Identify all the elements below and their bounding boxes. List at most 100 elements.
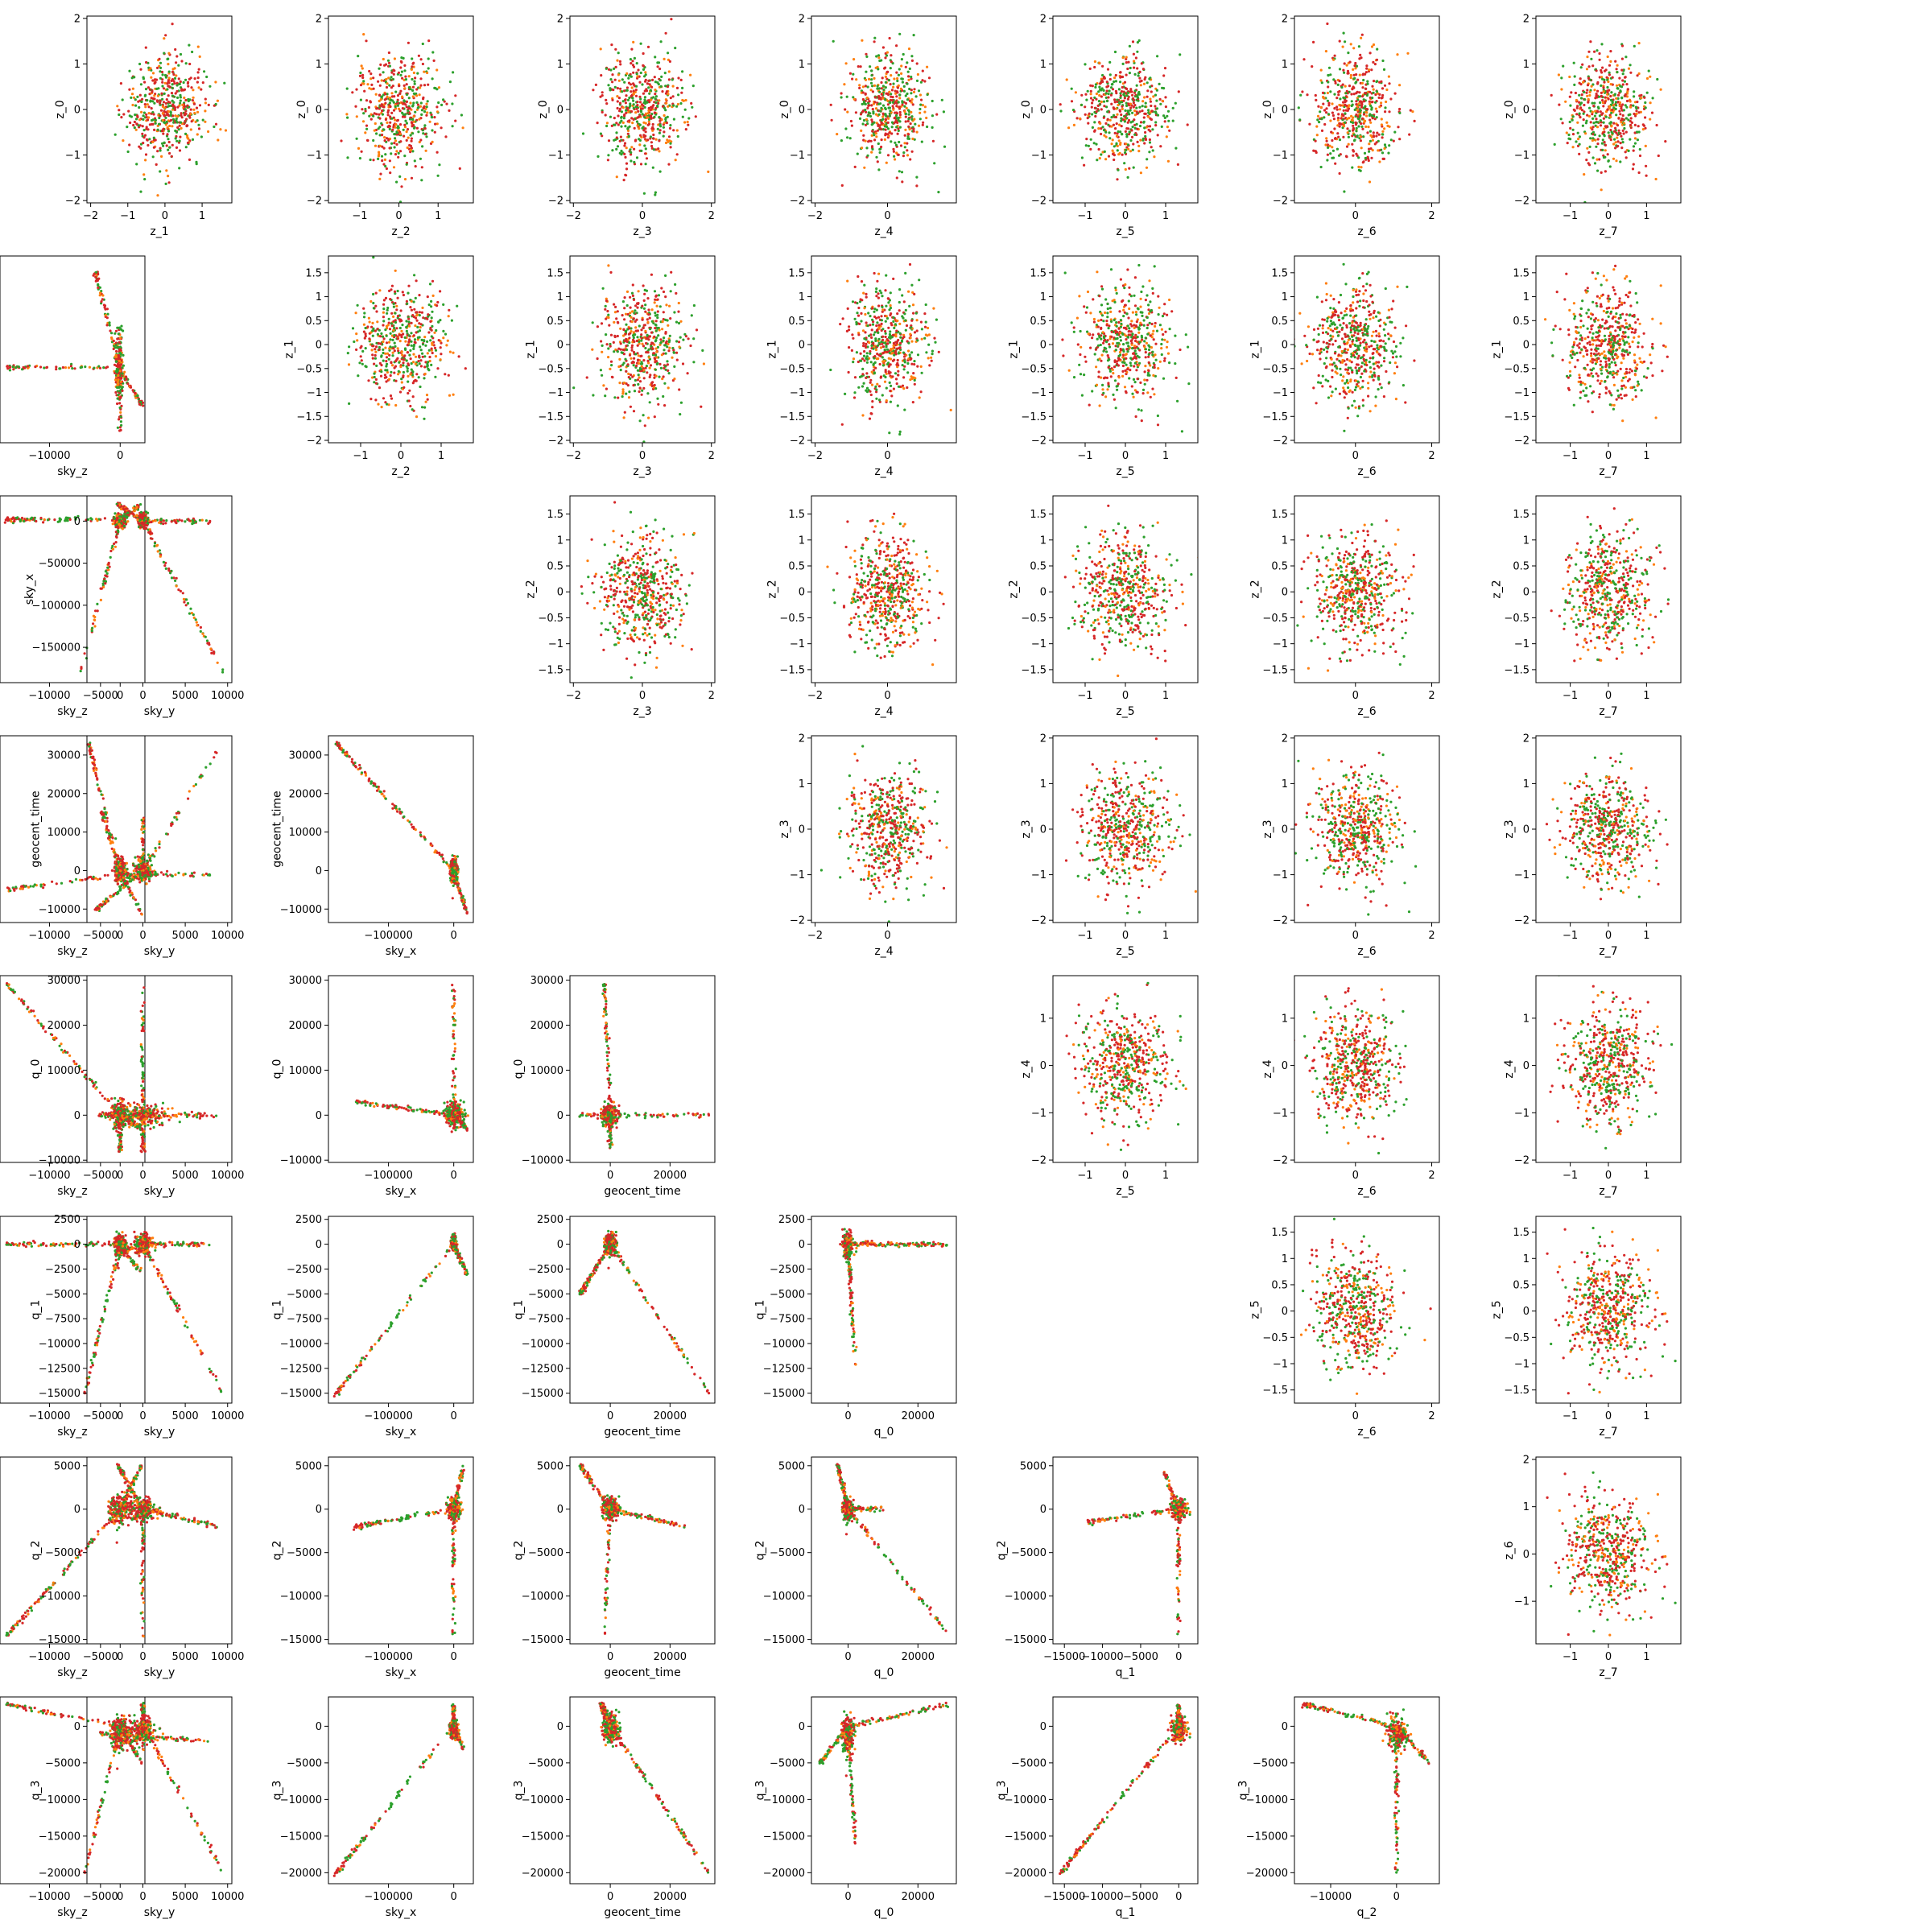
scatter-point	[671, 95, 675, 98]
scatter-point	[390, 324, 394, 328]
scatter-point	[346, 116, 349, 119]
scatter-point	[1606, 93, 1609, 96]
scatter-point	[1355, 103, 1358, 106]
scatter-point	[906, 61, 909, 64]
scatter-point	[1337, 113, 1340, 116]
scatter-point	[1620, 107, 1623, 110]
scatter-point	[390, 71, 394, 74]
scatter-point	[114, 344, 118, 347]
scatter-point	[877, 87, 881, 90]
axes-frame	[0, 255, 146, 444]
scatter-point	[174, 129, 177, 133]
scatter-point	[914, 122, 917, 126]
scatter-point	[1369, 121, 1373, 124]
scatter-point	[657, 147, 660, 151]
scatter-point	[414, 165, 417, 168]
scatter-point	[1123, 120, 1126, 123]
scatter-point	[1369, 147, 1373, 151]
scatter-point	[1571, 146, 1575, 149]
scatter-point	[146, 103, 149, 106]
scatter-point	[162, 101, 166, 104]
scatter-point	[637, 109, 640, 113]
scatter-point	[1619, 113, 1622, 116]
scatter-point	[605, 333, 608, 336]
scatter-point	[1644, 101, 1647, 105]
scatter-point	[1609, 138, 1612, 142]
scatter-point	[652, 137, 655, 140]
scatter-point	[659, 366, 663, 369]
scatter-point	[1350, 93, 1353, 96]
scatter-point	[1605, 76, 1608, 79]
scatter-point	[1356, 135, 1359, 138]
scatter-point	[910, 101, 914, 104]
scatter-point	[1126, 67, 1129, 71]
scatter-point	[1362, 160, 1365, 163]
scatter-point	[1096, 108, 1100, 111]
scatter-point	[1614, 147, 1617, 150]
scatter-point	[890, 126, 894, 129]
scatter-point	[423, 417, 426, 420]
scatter-point	[436, 105, 439, 109]
scatter-point	[1601, 148, 1604, 151]
scatter-point	[881, 97, 885, 100]
scatter-point	[1138, 124, 1142, 128]
scatter-point	[610, 43, 613, 47]
scatter-point	[394, 139, 398, 142]
scatter-point	[126, 126, 129, 129]
scatter-point	[414, 362, 418, 365]
scatter-point	[1325, 107, 1328, 110]
scatter-point	[184, 62, 188, 65]
scatter-point	[156, 94, 159, 97]
scatter-point	[613, 78, 617, 81]
scatter-point	[392, 305, 395, 308]
scatter-point	[919, 98, 923, 101]
scatter-point	[873, 101, 877, 104]
scatter-point	[378, 328, 381, 332]
y-tick-label: 0	[316, 105, 322, 117]
scatter-point	[188, 158, 192, 161]
scatter-point	[1352, 121, 1355, 124]
scatter-point	[384, 118, 387, 122]
scatter-point	[404, 340, 407, 343]
scatter-point	[631, 122, 634, 125]
scatter-point	[386, 369, 389, 372]
scatter-point	[662, 290, 666, 294]
scatter-point	[666, 85, 670, 89]
scatter-point	[396, 118, 399, 122]
scatter-point	[385, 356, 389, 359]
scatter-point	[632, 40, 635, 44]
scatter-point	[616, 87, 620, 90]
scatter-point	[1093, 129, 1096, 132]
scatter-point	[642, 52, 645, 56]
scatter-point	[1375, 110, 1378, 114]
scatter-point	[630, 47, 634, 51]
scatter-point	[1352, 93, 1356, 96]
scatter-point	[1409, 109, 1412, 112]
scatter-point	[906, 70, 910, 73]
scatter-point	[689, 73, 692, 76]
scatter-point	[869, 89, 873, 92]
scatter-point	[1114, 73, 1117, 77]
scatter-point	[1596, 49, 1599, 52]
scatter-point	[1604, 149, 1607, 152]
scatter-point	[1121, 85, 1124, 89]
scatter-point	[368, 87, 371, 90]
scatter-point	[165, 98, 168, 101]
scatter-point	[374, 144, 378, 147]
scatter-point	[671, 78, 674, 81]
scatter-point	[362, 323, 365, 326]
scatter-point	[636, 104, 639, 107]
scatter-point	[160, 130, 164, 133]
scatter-point	[829, 103, 832, 106]
scatter-point	[379, 342, 382, 345]
scatter-point	[905, 106, 908, 109]
scatter-point	[1135, 122, 1138, 126]
scatter-point	[371, 321, 374, 324]
scatter-point	[1600, 171, 1603, 174]
scatter-point	[640, 333, 643, 336]
scatter-point	[435, 328, 438, 332]
scatter-point	[407, 41, 410, 44]
scatter-point	[427, 369, 431, 372]
scatter-point	[163, 141, 166, 144]
scatter-point	[1338, 122, 1341, 126]
